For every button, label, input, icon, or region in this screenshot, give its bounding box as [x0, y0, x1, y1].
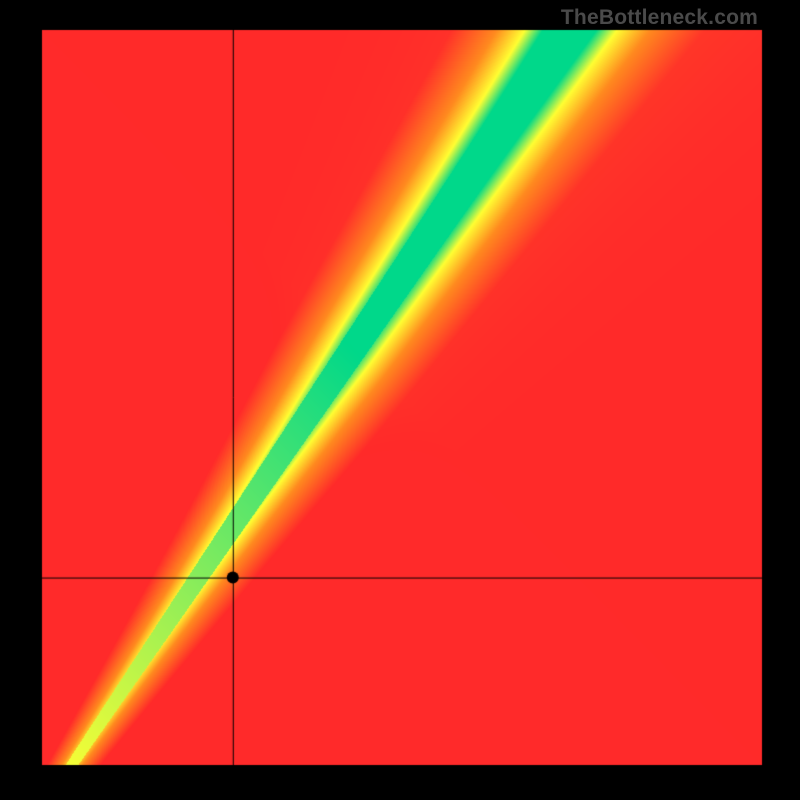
watermark-text: TheBottleneck.com	[561, 6, 758, 30]
bottleneck-heatmap	[0, 0, 800, 800]
chart-container: TheBottleneck.com	[0, 0, 800, 800]
